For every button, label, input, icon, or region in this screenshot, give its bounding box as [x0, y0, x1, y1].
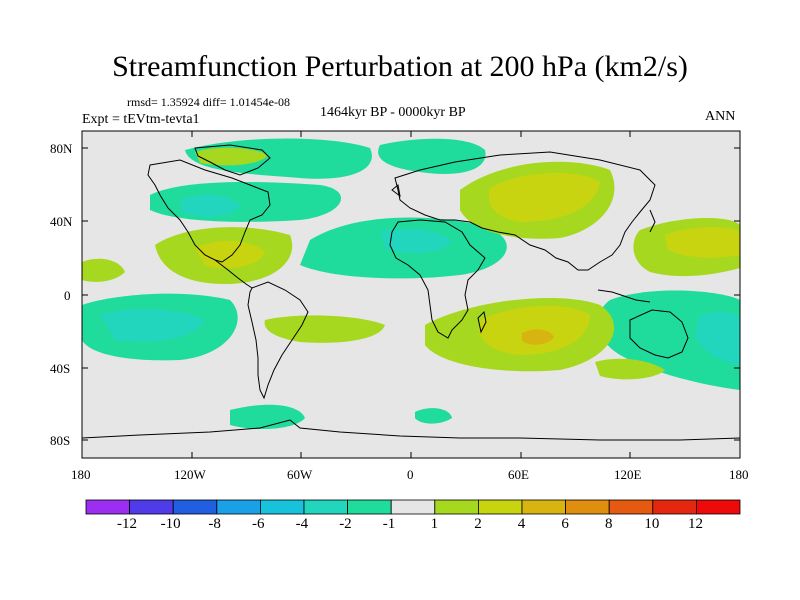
stats-line: rmsd= 1.35924 diff= 1.01454e-08	[127, 95, 290, 109]
coast-madagascar	[477, 310, 487, 334]
colorbar-label: -4	[295, 516, 309, 532]
colorbar-label: -12	[117, 516, 137, 532]
anomaly-neg-n-atlantic	[378, 138, 486, 174]
colorbar-label: 8	[605, 516, 613, 532]
coast-indonesia	[597, 289, 651, 303]
colorbar-box	[303, 499, 348, 515]
anomaly-neg-s-atlantic	[230, 404, 305, 430]
colorbar-box	[696, 499, 741, 515]
coast-south-america	[247, 281, 309, 400]
colorbar-box	[477, 499, 523, 515]
colorbar-label: -8	[208, 516, 221, 532]
lon-label-180e: 180	[729, 467, 749, 482]
coast-japan	[649, 209, 656, 233]
colorbar-box	[565, 499, 610, 515]
colorbar-box	[521, 499, 566, 515]
colorbar-label: 4	[517, 516, 526, 532]
anomaly-neg-n-africa-core	[380, 228, 452, 254]
colorbar-box	[608, 499, 654, 515]
coast-africa	[389, 219, 486, 339]
anomaly-pos-eurasia-mid	[488, 172, 600, 222]
anomaly-neg-antarctic	[415, 408, 452, 424]
colorbar-box	[172, 499, 218, 515]
colorbar-box	[347, 499, 392, 515]
lon-label-0: 0	[407, 467, 414, 482]
colorbar-box	[652, 499, 697, 515]
colorbar-box	[85, 499, 130, 515]
colorbar-label: 2	[474, 516, 482, 532]
anomaly-field	[82, 138, 740, 430]
lat-label-40s: 40S	[50, 361, 71, 376]
season-label: ANN	[705, 109, 736, 124]
colorbar	[85, 499, 741, 515]
coast-uk	[391, 184, 401, 198]
lat-label-80n: 80N	[50, 141, 73, 156]
coast-eurasia	[394, 151, 656, 271]
experiment-label: Expt = tEVtm-tevta1	[82, 112, 200, 127]
colorbar-box	[129, 499, 174, 515]
lat-label-80s: 80S	[50, 433, 71, 448]
lat-ticks	[82, 147, 740, 441]
colorbar-box	[216, 499, 261, 515]
coast-antarctica	[82, 419, 740, 441]
anomaly-pos-indian-core	[522, 329, 554, 345]
coast-greenland	[194, 144, 271, 176]
lon-label-120e: 120E	[614, 467, 642, 482]
colorbar-box	[434, 499, 479, 515]
colorbar-label: 6	[561, 516, 569, 532]
anomaly-neg-pacific-south-core	[100, 308, 205, 342]
colorbar-label: 10	[644, 516, 660, 532]
anomaly-pos-greenland	[195, 147, 268, 166]
anomaly-neg-n-america	[150, 182, 342, 222]
anomaly-neg-n-america-core	[180, 194, 240, 217]
coast-central-america	[214, 259, 253, 289]
anomaly-pos-n-pacific-core	[665, 227, 740, 258]
coast-australia	[629, 309, 689, 359]
anomaly-pos-central-america-core	[195, 240, 265, 269]
colorbar-label: 1	[430, 516, 439, 532]
lon-label-180w: 180	[71, 467, 91, 482]
anomaly-pos-hawaii	[82, 258, 125, 282]
lon-label-60w: 60W	[287, 467, 313, 482]
map-title: Streamfunction Perturbation at 200 hPa (…	[112, 50, 688, 83]
coast-north-america	[147, 159, 271, 263]
lat-label-40n: 40N	[50, 214, 73, 229]
lon-label-120w: 120W	[174, 467, 206, 482]
lon-label-60e: 60E	[508, 467, 529, 482]
colorbar-box	[259, 499, 305, 515]
anomaly-neg-s-pacific-east-core	[695, 312, 740, 365]
period-label: 1464kyr BP - 0000kyr BP	[320, 105, 466, 120]
colorbar-label: 12	[688, 516, 703, 532]
lon-ticks	[81, 131, 741, 458]
colorbar-box	[390, 499, 436, 515]
colorbar-label: -10	[160, 516, 181, 532]
coastlines	[82, 144, 740, 441]
anomaly-pos-s-pacific-tail	[595, 358, 665, 380]
lat-label-0: 0	[64, 288, 71, 303]
colorbar-label: -6	[252, 516, 265, 532]
colorbar-label: -2	[339, 516, 352, 532]
colorbar-label: -1	[382, 516, 396, 532]
